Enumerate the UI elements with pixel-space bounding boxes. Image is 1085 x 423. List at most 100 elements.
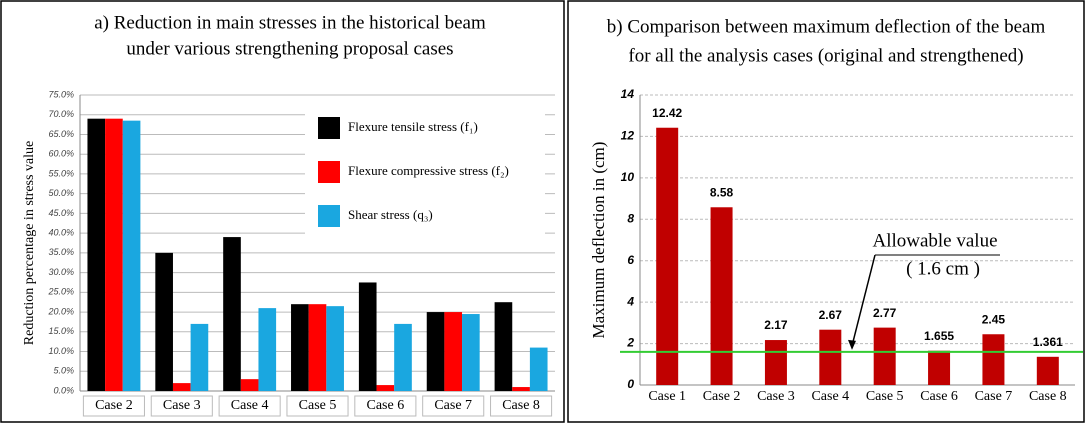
bar	[122, 120, 141, 392]
bar	[1036, 356, 1059, 385]
y-tick-label: 6	[627, 253, 634, 267]
x-tick-box	[150, 395, 213, 417]
value-label: 1.655	[924, 329, 954, 343]
bar	[819, 329, 842, 385]
arrow-head	[848, 339, 856, 350]
y-tick-label: 15.0%	[48, 326, 74, 336]
value-label: 2.45	[982, 312, 1006, 326]
x-tick-box	[218, 395, 281, 417]
x-tick-box	[422, 395, 485, 417]
x-tick-label: Case 8	[502, 398, 540, 413]
value-label: 2.67	[819, 308, 843, 322]
y-tick-label: 40.0%	[48, 228, 74, 238]
bar	[512, 387, 530, 391]
legend-swatch	[318, 205, 340, 227]
x-tick-label: Case 6	[920, 389, 958, 404]
y-tick-label: 70.0%	[48, 109, 74, 119]
legend-box	[305, 105, 545, 240]
y-tick-label: 55.0%	[48, 168, 74, 178]
y-tick-label: 65.0%	[48, 129, 74, 139]
y-tick-label: 35.0%	[48, 247, 74, 257]
legend-label: Flexure compressive stress (f₂)	[348, 163, 509, 178]
y-tick-label: 60.0%	[48, 149, 74, 159]
x-tick-label: Case 3	[163, 398, 201, 413]
bar	[326, 306, 344, 391]
y-tick-label: 0	[627, 377, 634, 391]
y-tick-label: 45.0%	[48, 208, 74, 218]
y-tick-label: 10	[621, 170, 635, 184]
x-tick-label: Case 4	[231, 398, 269, 413]
x-tick-label: Case 7	[434, 398, 472, 413]
legend-swatch	[318, 161, 340, 183]
y-tick-label: 0.0%	[53, 385, 74, 395]
panel-border	[567, 0, 1085, 423]
bar	[928, 350, 951, 385]
y-tick-label: 14	[621, 87, 635, 101]
y-axis-label: Reduction percentage in stress value	[22, 141, 37, 345]
bar	[155, 252, 173, 391]
value-label: 12.42	[652, 106, 682, 120]
bar	[291, 304, 309, 391]
bar	[376, 385, 395, 391]
annotation: Allowable value	[872, 230, 997, 251]
x-tick-box	[82, 395, 145, 417]
y-tick-label: 20.0%	[47, 306, 74, 316]
legend-swatch	[318, 117, 340, 139]
value-label: 2.17	[764, 318, 788, 332]
y-tick-label: 8	[627, 211, 634, 225]
bar	[258, 308, 277, 391]
bar	[394, 323, 412, 391]
x-tick-label: Case 5	[866, 389, 904, 404]
x-tick-box	[490, 395, 553, 417]
panel-border	[0, 0, 565, 423]
y-tick-label: 4	[626, 294, 634, 308]
bar	[358, 282, 377, 391]
x-tick-label: Case 7	[975, 389, 1013, 404]
bar	[873, 327, 896, 385]
legend-label: Flexure tensile stress (f₁)	[348, 119, 478, 134]
x-tick-label: Case 2	[703, 389, 741, 404]
x-tick-label: Case 1	[648, 389, 686, 404]
value-label: 8.58	[710, 185, 734, 199]
y-tick-label: 75.0%	[48, 89, 74, 99]
bar	[308, 304, 327, 391]
x-tick-label: Case 5	[299, 398, 337, 413]
legend-label: Shear stress (q₃)	[348, 207, 433, 222]
x-tick-label: Case 3	[757, 389, 795, 404]
bar	[87, 118, 106, 392]
chart-title: under various strengthening proposal cas…	[126, 38, 453, 59]
value-label: 1.361	[1033, 335, 1063, 349]
bar	[494, 302, 513, 391]
bar	[240, 379, 259, 391]
bar	[656, 127, 679, 385]
bar	[529, 347, 548, 391]
chart-title: for all the analysis cases (original and…	[628, 45, 1023, 66]
annotation: ( 1.6 cm )	[906, 258, 980, 279]
x-tick-box	[354, 395, 417, 417]
y-tick-label: 12	[621, 129, 635, 143]
y-tick-label: 30.0%	[48, 267, 74, 277]
chart-title: a) Reduction in main stresses in the his…	[94, 12, 486, 33]
y-tick-label: 2	[626, 336, 634, 350]
y-axis-label: Maximum deflection in (cm)	[589, 142, 608, 339]
chart-title: b) Comparison between maximum deflection…	[607, 16, 1046, 37]
annotation-arrow	[851, 254, 876, 347]
bar	[982, 334, 1005, 385]
bar	[710, 207, 733, 385]
bar	[764, 340, 787, 385]
bar	[223, 237, 241, 391]
y-tick-label: 50.0%	[48, 188, 74, 198]
value-label: 2.77	[873, 306, 897, 320]
bar	[444, 312, 463, 391]
x-tick-label: Case 8	[1029, 389, 1067, 404]
x-tick-label: Case 6	[366, 398, 404, 413]
y-tick-label: 5.0%	[53, 366, 74, 376]
x-tick-label: Case 4	[811, 389, 849, 404]
bar	[105, 118, 123, 392]
bar	[172, 383, 191, 391]
x-tick-label: Case 2	[95, 398, 133, 413]
bar	[426, 312, 445, 391]
x-tick-box	[286, 395, 349, 417]
y-tick-label: 10.0%	[48, 346, 74, 356]
